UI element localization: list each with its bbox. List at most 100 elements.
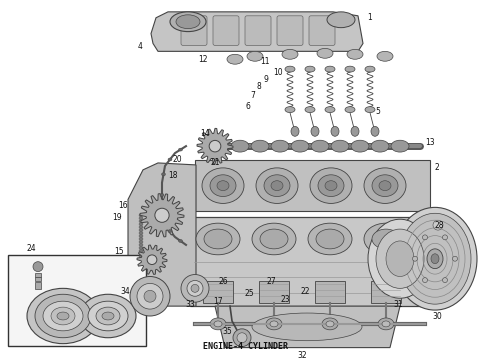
Ellipse shape: [326, 321, 334, 327]
Text: 34: 34: [120, 287, 130, 296]
Text: 11: 11: [260, 57, 270, 66]
Ellipse shape: [285, 107, 295, 113]
Text: 5: 5: [375, 107, 380, 116]
Ellipse shape: [345, 66, 355, 72]
Ellipse shape: [252, 313, 362, 341]
Ellipse shape: [311, 126, 319, 136]
Ellipse shape: [139, 229, 143, 231]
Polygon shape: [151, 12, 363, 51]
Ellipse shape: [139, 220, 143, 223]
Ellipse shape: [35, 294, 91, 338]
Ellipse shape: [282, 49, 298, 59]
Bar: [8, 255, 146, 346]
Ellipse shape: [391, 140, 409, 152]
Text: 26: 26: [218, 277, 228, 286]
Text: 22: 22: [300, 287, 310, 296]
Ellipse shape: [433, 220, 443, 230]
Text: 24: 24: [26, 244, 36, 253]
Ellipse shape: [139, 255, 143, 258]
Text: 17: 17: [213, 297, 222, 306]
Ellipse shape: [139, 252, 143, 255]
Ellipse shape: [137, 283, 163, 309]
Ellipse shape: [160, 194, 164, 197]
Ellipse shape: [168, 158, 172, 161]
Ellipse shape: [372, 175, 398, 197]
Ellipse shape: [331, 126, 339, 136]
Ellipse shape: [371, 126, 379, 136]
Ellipse shape: [227, 54, 243, 64]
Ellipse shape: [237, 333, 247, 343]
Ellipse shape: [80, 294, 136, 338]
Ellipse shape: [377, 51, 393, 61]
Ellipse shape: [305, 107, 315, 113]
Text: 10: 10: [273, 68, 283, 77]
Text: 14: 14: [200, 129, 210, 138]
Text: 33: 33: [185, 300, 195, 309]
Ellipse shape: [266, 318, 282, 330]
Ellipse shape: [187, 280, 203, 296]
Text: 31: 31: [393, 300, 403, 309]
Ellipse shape: [43, 301, 83, 331]
Ellipse shape: [291, 126, 299, 136]
Ellipse shape: [376, 229, 424, 288]
Ellipse shape: [431, 254, 439, 264]
Ellipse shape: [256, 168, 298, 203]
FancyBboxPatch shape: [181, 16, 207, 45]
Ellipse shape: [196, 223, 240, 255]
Circle shape: [209, 140, 221, 152]
Ellipse shape: [382, 321, 390, 327]
Ellipse shape: [178, 239, 182, 242]
Bar: [371, 282, 401, 303]
Ellipse shape: [139, 238, 143, 240]
Bar: [35, 273, 41, 276]
Ellipse shape: [364, 168, 406, 203]
Polygon shape: [140, 194, 184, 237]
Text: 4: 4: [138, 42, 143, 51]
Ellipse shape: [233, 329, 251, 347]
Ellipse shape: [139, 226, 143, 229]
Ellipse shape: [327, 12, 355, 28]
Text: 21: 21: [210, 158, 220, 167]
Ellipse shape: [379, 181, 391, 190]
Ellipse shape: [351, 126, 359, 136]
Text: 30: 30: [432, 311, 442, 320]
Ellipse shape: [168, 230, 172, 233]
Ellipse shape: [210, 175, 236, 197]
Circle shape: [155, 208, 169, 222]
Ellipse shape: [139, 223, 143, 226]
Ellipse shape: [316, 229, 344, 249]
Ellipse shape: [318, 175, 344, 197]
Ellipse shape: [260, 229, 288, 249]
Ellipse shape: [347, 49, 363, 59]
Ellipse shape: [96, 307, 120, 325]
Ellipse shape: [325, 107, 335, 113]
Ellipse shape: [210, 318, 226, 330]
Text: 8: 8: [256, 82, 261, 91]
Text: 2: 2: [434, 163, 439, 172]
Circle shape: [442, 278, 447, 283]
Ellipse shape: [162, 173, 166, 176]
Ellipse shape: [139, 246, 143, 249]
Ellipse shape: [170, 12, 206, 32]
Text: 7: 7: [250, 91, 255, 100]
Text: 1: 1: [367, 13, 372, 22]
Polygon shape: [128, 163, 196, 306]
Ellipse shape: [428, 215, 448, 235]
Circle shape: [147, 255, 157, 265]
Text: 15: 15: [114, 247, 123, 256]
Ellipse shape: [365, 66, 375, 72]
Text: 13: 13: [425, 138, 435, 147]
Ellipse shape: [270, 321, 278, 327]
FancyBboxPatch shape: [277, 16, 303, 45]
Text: 32: 32: [297, 351, 307, 360]
Ellipse shape: [393, 207, 477, 310]
Text: 27: 27: [266, 277, 275, 286]
Ellipse shape: [130, 276, 170, 316]
Circle shape: [422, 278, 427, 283]
Ellipse shape: [399, 213, 471, 304]
Text: 35: 35: [222, 327, 232, 336]
Circle shape: [452, 256, 458, 261]
Ellipse shape: [176, 15, 200, 29]
Ellipse shape: [310, 168, 352, 203]
Ellipse shape: [231, 140, 249, 152]
